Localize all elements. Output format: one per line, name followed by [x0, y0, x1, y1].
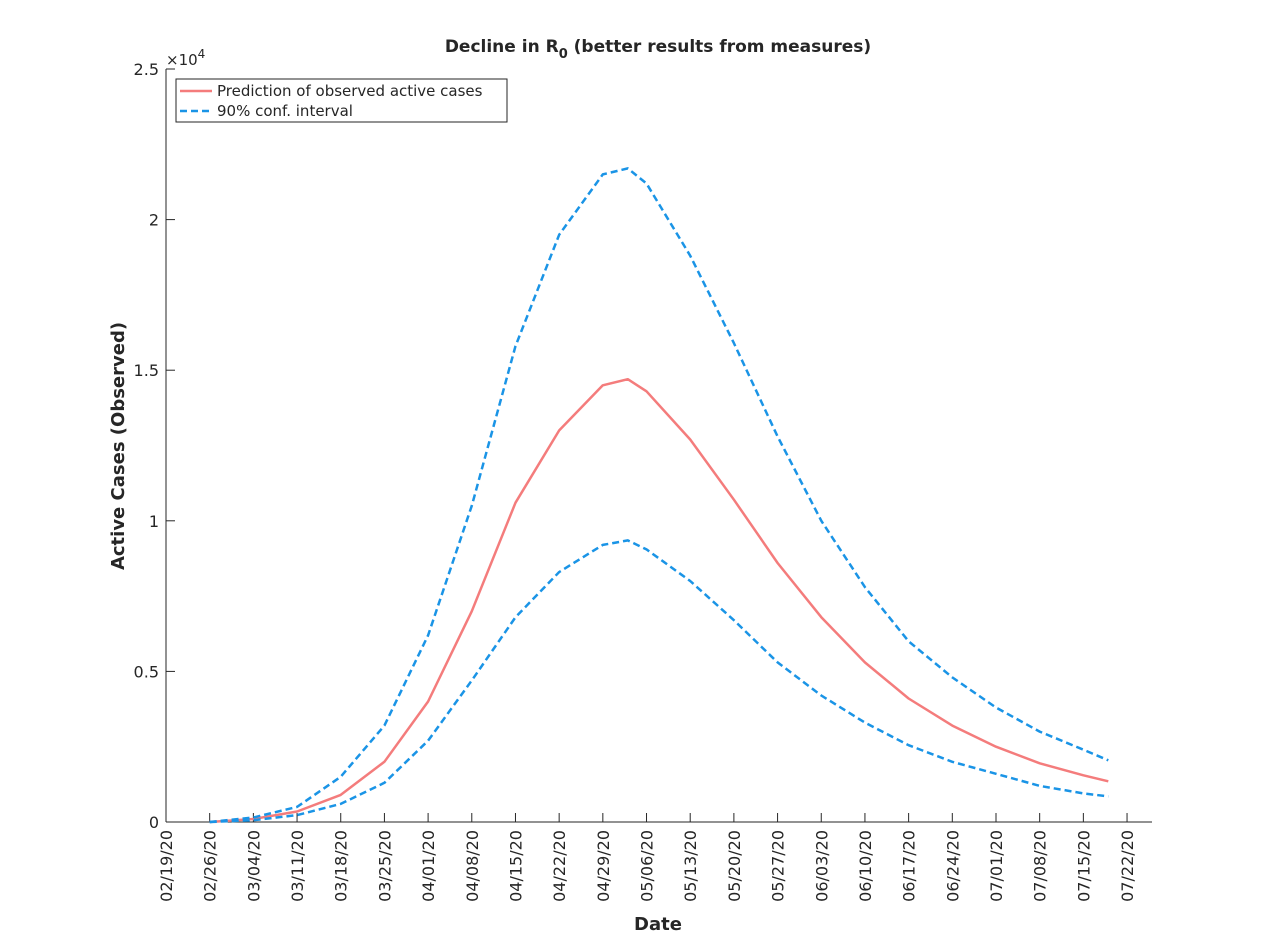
- x-tick-label: 05/06/20: [638, 830, 657, 902]
- x-tick-label: 04/15/20: [506, 830, 525, 902]
- x-tick-label: 03/25/20: [375, 830, 394, 902]
- y-tick-label: 1: [149, 512, 159, 531]
- chart-title-rest: (better results from measures): [568, 37, 871, 57]
- x-tick-label: 07/22/20: [1118, 830, 1137, 902]
- x-tick-label: 06/10/20: [856, 830, 875, 902]
- x-tick-label: 07/01/20: [987, 830, 1006, 902]
- x-tick-label: 03/11/20: [288, 830, 307, 902]
- y-tick-label: 2: [149, 211, 159, 230]
- y-exponent-label: ×104: [166, 47, 205, 69]
- x-tick-label: 04/01/20: [419, 830, 438, 902]
- x-tick-label: 04/08/20: [463, 830, 482, 902]
- x-tick-label: 04/22/20: [550, 830, 569, 902]
- x-tick-label: 05/20/20: [725, 830, 744, 902]
- chart-title-subscript: 0: [559, 47, 568, 62]
- x-tick-label: 07/15/20: [1074, 830, 1093, 902]
- series-line-3: [209, 539, 1109, 824]
- legend: Prediction of observed active cases 90% c…: [175, 78, 508, 123]
- x-tick-label: 02/26/20: [201, 830, 220, 902]
- x-tick-label: 07/08/20: [1031, 830, 1050, 902]
- y-tick-label: 0.5: [134, 662, 159, 681]
- x-tick-label: 03/18/20: [332, 830, 351, 902]
- x-tick-label: 04/29/20: [594, 830, 613, 902]
- x-tick-label: 02/19/20: [157, 830, 176, 902]
- y-tick-label: 0: [149, 813, 159, 832]
- plot-area: 0 0.5 1 1.5 2 2.5 02/19/20 02/26/20 03/04/20 03/1…: [108, 47, 1152, 935]
- x-tick-label: 05/13/20: [681, 830, 700, 902]
- chart-title: Decline in R0 (better results from measu…: [445, 37, 871, 62]
- x-tick-label: 03/04/20: [244, 830, 263, 902]
- y-tick-label: 2.5: [134, 60, 159, 79]
- x-tick-label: 05/27/20: [769, 830, 788, 902]
- chart-title-main: Decline in R: [445, 37, 559, 57]
- x-tick-label: 06/17/20: [900, 830, 919, 902]
- x-tick-label: 06/24/20: [943, 830, 962, 902]
- legend-label: 90% conf. interval: [217, 102, 353, 120]
- x-axis-label: Date: [634, 914, 682, 935]
- legend-label: Prediction of observed active cases: [217, 82, 483, 100]
- y-axis-label: Active Cases (Observed): [108, 322, 129, 570]
- y-tick-label: 1.5: [134, 361, 159, 380]
- x-tick-label: 06/03/20: [812, 830, 831, 902]
- series-line-1: [209, 377, 1109, 824]
- legend-box: [175, 78, 508, 123]
